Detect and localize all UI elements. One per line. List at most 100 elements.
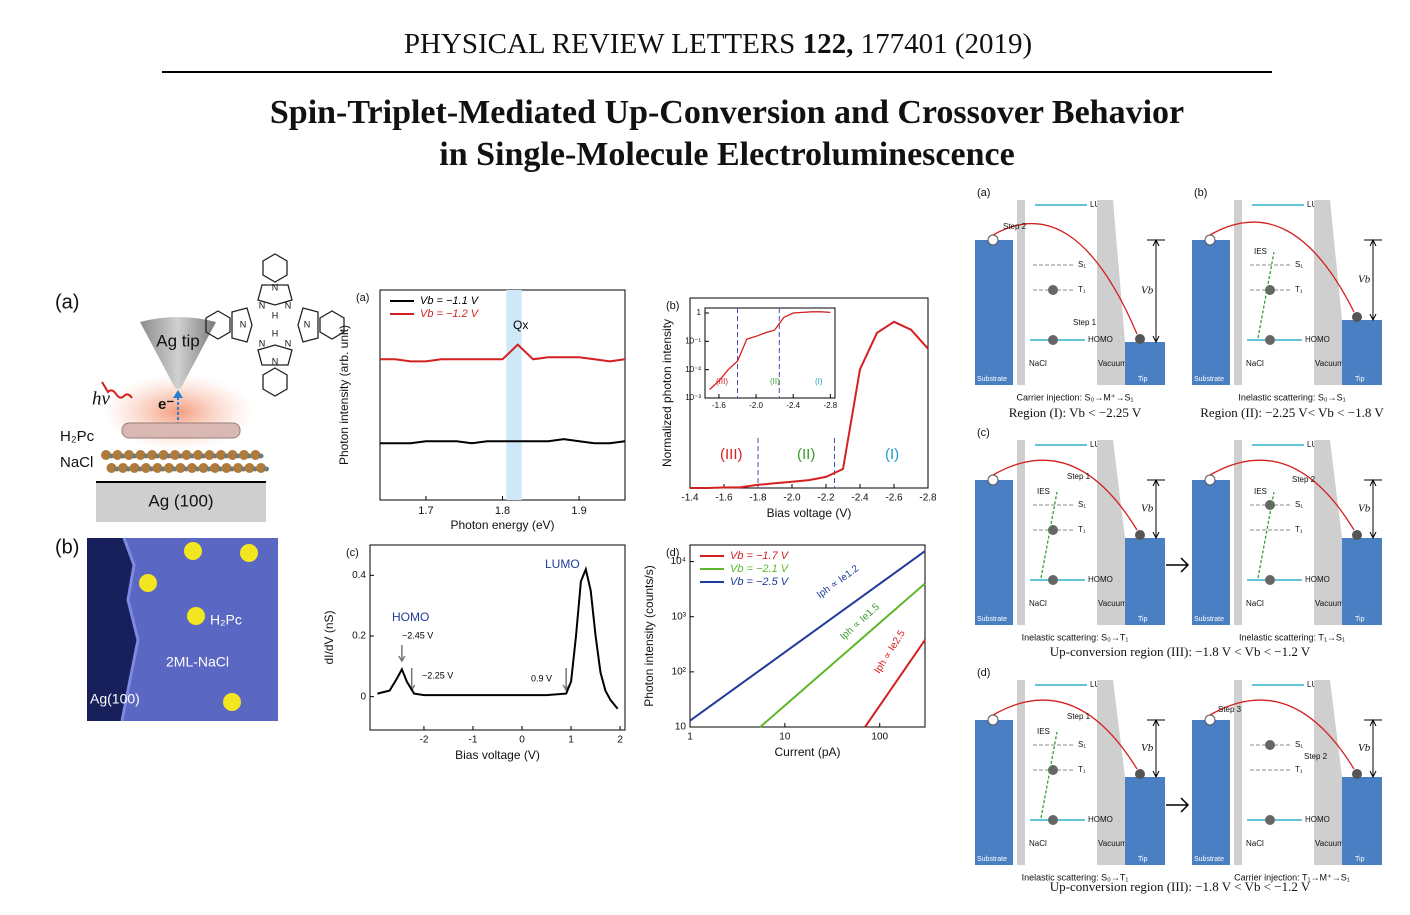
x-tick-label: 1.7 — [418, 505, 433, 517]
s1-label: S₁ — [1078, 260, 1086, 269]
substrate-block — [1192, 240, 1230, 385]
x-tick-label: 0 — [519, 735, 525, 746]
homo-label: HOMO — [1305, 575, 1330, 584]
tip-label: Tip — [1355, 376, 1365, 383]
tip-label: Tip — [1355, 856, 1365, 863]
tip-label: Tip — [1138, 376, 1148, 383]
flow-arrow — [1166, 557, 1190, 573]
vacuum-label: Vacuum — [1315, 839, 1344, 848]
stm-ag-region — [87, 538, 138, 721]
tip-block — [1342, 777, 1382, 865]
electron — [1048, 335, 1058, 345]
plot-frame — [704, 307, 836, 399]
figure1-stm-image: (b) H₂Pc 2ML-NaCl Ag(100) — [55, 536, 278, 722]
t1-label: T₁ — [1078, 285, 1086, 294]
tip-electron — [1352, 312, 1362, 322]
t1-label: T₁ — [1078, 525, 1086, 534]
nacl-barrier — [1234, 440, 1242, 625]
annotation: (II) — [770, 377, 780, 386]
position-arrow — [398, 645, 406, 663]
na-atom — [239, 450, 249, 460]
x-tick-label: -1.6 — [712, 401, 726, 410]
na-atom — [204, 450, 215, 460]
legend-label: Vb = −1.2 V — [420, 308, 480, 320]
y-tick-label: 10³ — [672, 611, 687, 622]
x-tick-label: 2 — [617, 735, 623, 746]
panel-label: (c) — [977, 427, 990, 439]
tip-electron — [1352, 530, 1362, 540]
substrate-label: Ag (100) — [148, 491, 213, 510]
tunneling-arrow — [992, 699, 1138, 770]
t1-label: T₁ — [1078, 765, 1086, 774]
bias-arrow — [1364, 478, 1382, 540]
substrate-label: Substrate — [1194, 856, 1224, 863]
step-label: Step 1 — [1067, 472, 1091, 481]
image-label: 2ML-NaCl — [166, 654, 229, 670]
tunneling-arrow — [1209, 699, 1355, 770]
na-atom — [147, 450, 157, 460]
atom-label: N — [285, 338, 292, 348]
panel-label: (b) — [666, 300, 679, 312]
ies-label: IES — [1254, 247, 1267, 256]
hole — [987, 474, 999, 486]
tip-block — [1342, 538, 1382, 625]
na-atom — [221, 463, 232, 473]
atom-label: N — [259, 338, 266, 348]
homo-label: HOMO — [1305, 815, 1330, 824]
substrate-block — [975, 720, 1013, 865]
panel-label: (d) — [666, 547, 679, 559]
na-atom — [175, 463, 186, 473]
x-tick-label: 1.8 — [495, 505, 510, 517]
na-atom — [227, 450, 238, 460]
row-caption: Up-conversion region (III): −1.8 V < Vb … — [1050, 879, 1311, 894]
tunneling-arrow — [992, 459, 1138, 531]
atom-label: H — [272, 328, 279, 338]
annotation: −2.45 V — [402, 630, 433, 640]
diagram-caption: Inelastic scattering: S₀→S₁ — [1238, 392, 1345, 402]
molecule-structure — [205, 253, 345, 397]
t1-label: T₁ — [1295, 765, 1303, 774]
homo-label: HOMO — [1305, 335, 1330, 344]
bias-arrow — [1147, 478, 1165, 540]
nacl-barrier — [1234, 680, 1242, 865]
step-label: Step 1 — [1067, 712, 1091, 721]
t1-label: T₁ — [1295, 285, 1303, 294]
na-atom — [233, 463, 243, 473]
diagram-caption: Carrier injection: S₀→M⁺→S₁ — [1016, 392, 1133, 402]
na-atom — [170, 450, 180, 460]
legend-label: Vb = −2.1 V — [730, 563, 790, 575]
tunneling-arrow — [1209, 459, 1355, 531]
tip-label: Tip — [1355, 616, 1365, 623]
ies-label: IES — [1254, 487, 1267, 496]
article-number: 177401 (2019) — [861, 28, 1033, 60]
na-atom — [164, 463, 174, 473]
x-tick-label: -2.2 — [817, 493, 835, 504]
x-tick-label: -2.8 — [919, 493, 937, 504]
ies-arrow — [1040, 731, 1058, 819]
y-axis-label: Normalized photon intensity — [660, 319, 674, 467]
substrate-label: Substrate — [977, 376, 1007, 383]
figure3-energy-diagrams: (a)SubstrateNaClLUMOVacuumTipVbS₁T₁HOMOS… — [975, 187, 1384, 894]
panel-label: (a) — [55, 291, 79, 313]
tip-block — [1125, 538, 1165, 625]
panel-label: (c) — [346, 547, 359, 559]
x-tick-label: -1 — [469, 735, 478, 746]
x-tick-label: -1.6 — [715, 493, 733, 504]
series-line — [759, 582, 926, 728]
vacuum-barrier — [1314, 200, 1342, 385]
atom-label: N — [272, 356, 279, 366]
panel-label: (a) — [977, 187, 990, 199]
vb-label: Vb — [1141, 503, 1154, 515]
substrate-slab — [96, 482, 266, 522]
nacl-label: NaCl — [1029, 599, 1047, 608]
figure2-charts: 1.7 1.8 1.9 Vb = −1.1 VVb = −1.2 V Qx (a) Phot… — [322, 289, 937, 762]
homo-label: HOMO — [1088, 575, 1113, 584]
tip-electron — [1135, 530, 1145, 540]
hole — [987, 714, 999, 726]
na-atom — [158, 450, 169, 460]
s1-label: S₁ — [1295, 260, 1303, 269]
na-atom — [141, 463, 151, 473]
electron — [1265, 335, 1275, 345]
